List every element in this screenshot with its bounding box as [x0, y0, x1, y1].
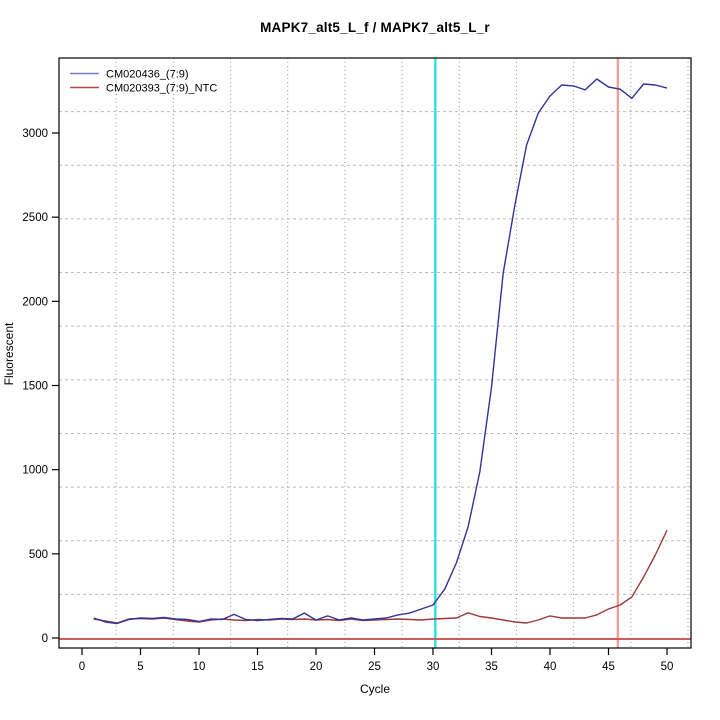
y-tick-label: 3000: [22, 128, 48, 140]
x-tick-label: 30: [427, 661, 440, 673]
x-tick-label: 50: [661, 661, 674, 673]
y-tick-label: 0: [42, 633, 48, 645]
x-tick-label: 15: [251, 661, 264, 673]
y-tick-label: 1000: [22, 465, 48, 477]
x-tick-label: 10: [193, 661, 206, 673]
x-tick-label: 40: [544, 661, 557, 673]
x-tick-label: 25: [368, 661, 381, 673]
chart-title: MAPK7_alt5_L_f / MAPK7_alt5_L_r: [260, 20, 490, 35]
y-tick-label: 1500: [22, 381, 48, 393]
y-tick-label: 2500: [22, 212, 48, 224]
x-tick-label: 5: [137, 661, 143, 673]
x-tick-label: 20: [310, 661, 323, 673]
y-axis-label: Fluorescent: [2, 322, 16, 386]
plot-border: [58, 57, 692, 649]
x-tick-label: 45: [602, 661, 615, 673]
series-curve-1: [93, 78, 668, 625]
y-tick-label: 500: [29, 549, 48, 561]
x-tick-label: 35: [485, 661, 498, 673]
legend-label: CM020393_(7:9)_NTC: [106, 83, 217, 95]
y-tick-label: 2000: [22, 296, 48, 308]
legend-label: CM020436_(7:9): [106, 69, 189, 81]
x-tick-label: 0: [79, 661, 85, 673]
series-curve-0: [93, 530, 668, 624]
x-axis-label: Cycle: [359, 682, 390, 696]
